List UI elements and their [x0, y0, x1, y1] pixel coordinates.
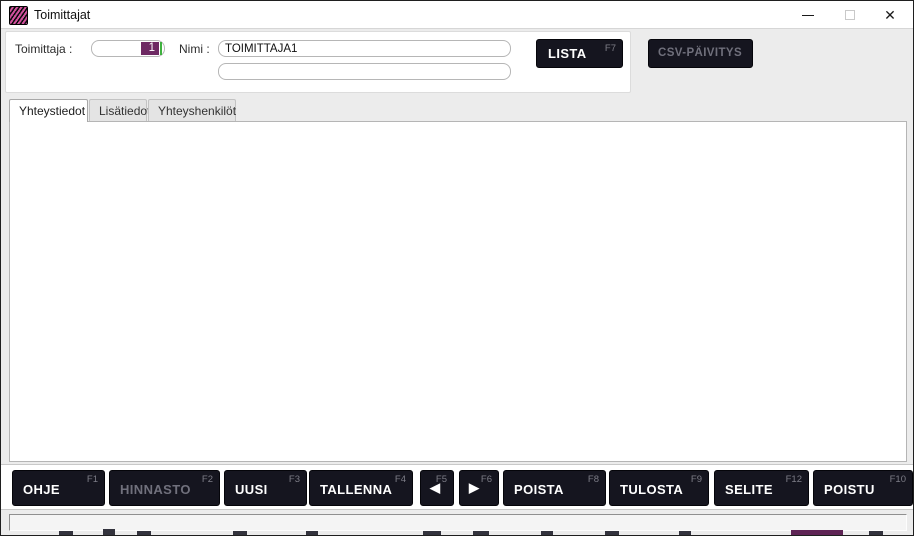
- nimi-label: Nimi :: [179, 42, 210, 56]
- bottom-edge-fragment: [869, 531, 883, 535]
- maximize-icon: [845, 10, 855, 20]
- tab-yhteystiedot[interactable]: Yhteystiedot: [9, 99, 88, 122]
- tab-lisatiedot[interactable]: Lisätiedot: [89, 99, 150, 121]
- uusi-button[interactable]: UUSI F3: [224, 470, 307, 506]
- bottom-edge-fragment: [473, 531, 489, 535]
- app-logo-icon: [9, 6, 28, 25]
- minimize-icon: [802, 14, 814, 16]
- bottom-edge-fragment: [59, 531, 73, 535]
- hinnasto-button[interactable]: HINNASTO F2: [109, 470, 220, 506]
- bottom-edge-fragment: [679, 531, 691, 535]
- window-title: Toimittajat: [34, 8, 91, 22]
- bottom-edge-fragment: [306, 531, 318, 535]
- selite-button[interactable]: SELITE F12: [714, 470, 809, 506]
- close-icon: ✕: [884, 7, 896, 23]
- previous-record-button[interactable]: ◀ F5: [420, 470, 454, 506]
- function-key-bar: OHJE F1 HINNASTO F2 UUSI F3 TALLENNA F4 ◀ F5 …: [1, 464, 913, 510]
- text-caret: [160, 42, 162, 55]
- csv-paivitys-button[interactable]: CSV-PÄIVITYS: [648, 39, 753, 68]
- titlebar: Toimittajat ✕: [1, 1, 913, 29]
- arrow-right-icon: ▶: [469, 480, 480, 495]
- bottom-edge-fragment: [541, 531, 553, 535]
- next-record-button[interactable]: ▶ F6: [459, 470, 499, 506]
- bottom-edge-fragment: [605, 531, 619, 535]
- nimi2-input[interactable]: [218, 63, 511, 80]
- toimittaja-input[interactable]: 1: [91, 40, 165, 57]
- bottom-edge-fragment: [137, 531, 151, 535]
- bottom-edge-fragment: [423, 531, 441, 535]
- lista-button[interactable]: LISTA F7: [536, 39, 623, 68]
- tab-yhteyshenkilot[interactable]: Yhteyshenkilöt: [148, 99, 236, 121]
- bottom-edge-fragment: [791, 530, 843, 535]
- nimi-input[interactable]: [218, 40, 511, 57]
- status-bar: [9, 514, 907, 531]
- ohje-button[interactable]: OHJE F1: [12, 470, 105, 506]
- bottom-edge-fragment: [103, 529, 115, 535]
- bottom-edge-fragment: [233, 531, 247, 535]
- poista-button[interactable]: POISTA F8: [503, 470, 606, 506]
- tulosta-button[interactable]: TULOSTA F9: [609, 470, 709, 506]
- toimittaja-selected-value: 1: [140, 42, 159, 55]
- tab-content-panel: [9, 121, 907, 462]
- arrow-left-icon: ◀: [430, 480, 441, 495]
- poistu-button[interactable]: POISTU F10: [813, 470, 913, 506]
- maximize-button[interactable]: [829, 1, 871, 29]
- close-button[interactable]: ✕: [869, 1, 911, 29]
- tallenna-button[interactable]: TALLENNA F4: [309, 470, 413, 506]
- toimittaja-label: Toimittaja :: [15, 42, 73, 56]
- minimize-button[interactable]: [787, 1, 829, 29]
